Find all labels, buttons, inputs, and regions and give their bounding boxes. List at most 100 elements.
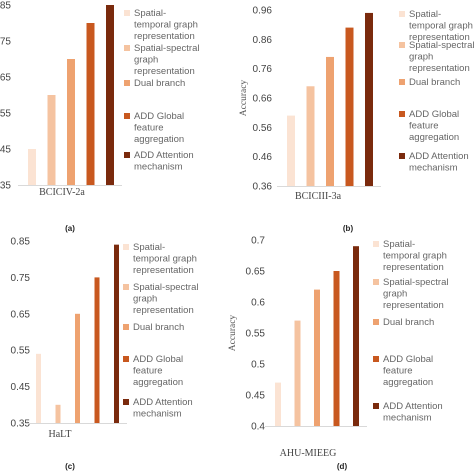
x-axis-label: BCICIV-2a xyxy=(39,187,85,198)
legend-swatch xyxy=(124,113,130,119)
legend-label: temporal graph xyxy=(409,21,473,32)
legend-label: temporal graph xyxy=(383,251,447,262)
y-tick-label: 0.7 xyxy=(251,236,265,247)
legend-swatch xyxy=(123,399,129,405)
legend-swatch xyxy=(123,284,129,290)
legend-label: Spatial- xyxy=(409,9,441,20)
y-tick-label: 0.36 xyxy=(253,182,273,193)
legend-label: Spatial-spectral xyxy=(383,277,448,288)
legend-label: Dual branch xyxy=(383,317,434,328)
legend-swatch xyxy=(373,241,379,247)
legend-label: ADD Global xyxy=(134,111,184,122)
legend-label: graph xyxy=(134,55,158,66)
legend-label: temporal graph xyxy=(133,254,197,265)
y-tick-label: 0.6 xyxy=(251,298,265,309)
y-tick-label: 0.55 xyxy=(246,329,266,340)
y-tick-label: 0.46 xyxy=(253,152,273,163)
x-axis-label: HaLT xyxy=(49,429,72,440)
bar xyxy=(36,353,41,423)
bar xyxy=(294,320,301,426)
legend-label: feature xyxy=(409,121,439,132)
y-tick-label: 0.5 xyxy=(251,360,265,371)
legend-label: representation xyxy=(133,305,194,316)
legend-label: Dual branch xyxy=(409,77,460,88)
legend-label: mechanism xyxy=(383,413,432,424)
legend-swatch xyxy=(124,80,130,86)
bar xyxy=(275,382,281,426)
legend-swatch xyxy=(399,153,405,159)
legend-swatch xyxy=(373,279,379,285)
legend-swatch xyxy=(123,356,129,362)
panel-label: (a) xyxy=(65,224,75,233)
legend-label: temporal graph xyxy=(134,20,198,31)
legend-label: Spatial- xyxy=(133,242,165,253)
legend-swatch xyxy=(399,79,405,85)
legend-label: ADD Attention xyxy=(133,397,193,408)
y-tick-label: 0.56 xyxy=(253,123,273,134)
bar xyxy=(365,12,373,186)
y-tick-label: .65 xyxy=(0,73,11,84)
bar xyxy=(306,86,315,186)
bar xyxy=(28,149,36,185)
panel-label: (b) xyxy=(343,224,354,233)
bar xyxy=(75,313,80,423)
bar xyxy=(326,56,334,186)
y-tick-label: 0.45 xyxy=(11,382,31,393)
panel-label: (d) xyxy=(337,462,348,471)
legend-label: aggregation xyxy=(409,132,459,143)
y-tick-label: 0.65 xyxy=(11,309,31,320)
y-tick-label: .75 xyxy=(0,37,11,48)
y-tick-label: 0.45 xyxy=(246,391,266,402)
legend-label: graph xyxy=(133,294,157,305)
legend-swatch xyxy=(399,42,405,48)
legend-label: ADD Attention xyxy=(409,151,469,162)
y-tick-label: 0.66 xyxy=(253,94,273,105)
bar xyxy=(94,277,100,423)
y-tick-label: 0.55 xyxy=(11,346,31,357)
legend-label: representation xyxy=(409,32,470,43)
y-tick-label: 0.96 xyxy=(253,6,273,17)
y-tick-label: 0.76 xyxy=(253,64,273,75)
y-tick-label: .85 xyxy=(0,1,11,12)
legend-label: Spatial-spectral xyxy=(409,40,474,51)
x-axis-label: BCICIII-3a xyxy=(295,191,342,202)
legend-label: representation xyxy=(134,66,195,77)
x-axis-label: AHU-MIEEG xyxy=(280,448,337,459)
legend-label: ADD Attention xyxy=(134,150,194,161)
legend-label: feature xyxy=(133,366,163,377)
bar xyxy=(106,5,114,185)
legend-swatch xyxy=(124,45,130,51)
legend-label: Spatial-spectral xyxy=(133,282,198,293)
legend-label: graph xyxy=(409,52,433,63)
legend-swatch xyxy=(124,10,130,16)
y-axis-label: Accuracy xyxy=(239,80,249,117)
bar xyxy=(314,289,320,426)
bar xyxy=(345,27,354,186)
legend-label: aggregation xyxy=(134,134,184,145)
legend-label: mechanism xyxy=(133,409,182,420)
y-tick-label: 0.86 xyxy=(253,35,273,46)
legend-label: feature xyxy=(383,366,413,377)
bar xyxy=(67,59,75,185)
panel-label: (c) xyxy=(65,462,75,471)
legend-label: representation xyxy=(133,265,194,276)
y-tick-label: 0.65 xyxy=(246,267,266,278)
bar xyxy=(287,115,295,186)
legend-label: Spatial- xyxy=(134,8,166,19)
y-tick-label: .35 xyxy=(0,181,11,192)
legend-label: Spatial- xyxy=(383,239,415,250)
legend-swatch xyxy=(373,356,379,362)
y-tick-label: .55 xyxy=(0,109,11,120)
bar xyxy=(333,271,340,426)
bar xyxy=(47,95,56,185)
y-tick-label: .45 xyxy=(0,145,11,156)
bar xyxy=(353,246,359,426)
legend-label: aggregation xyxy=(383,377,433,388)
legend-label: mechanism xyxy=(409,163,458,174)
legend-swatch xyxy=(373,403,379,409)
legend-swatch xyxy=(123,324,129,330)
legend-swatch xyxy=(399,11,405,17)
legend-swatch xyxy=(124,152,130,158)
legend-label: aggregation xyxy=(133,377,183,388)
